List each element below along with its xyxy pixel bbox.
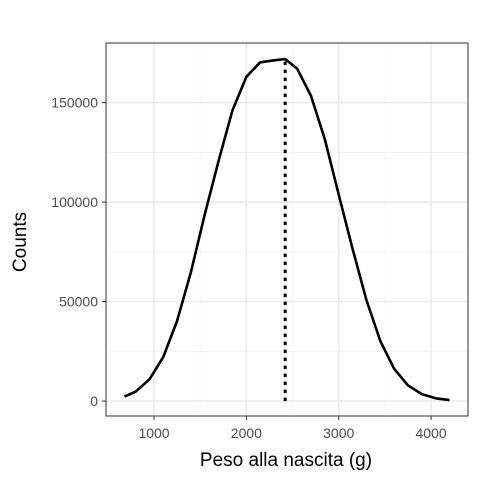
x-tick-label: 3000 xyxy=(323,425,354,441)
x-tick-label: 1000 xyxy=(138,425,169,441)
x-tick-label: 4000 xyxy=(415,425,446,441)
panel-border xyxy=(105,42,469,417)
plot-marks xyxy=(123,57,450,402)
y-axis-title: Counts xyxy=(10,212,31,272)
axes: 1000 2000 3000 4000 0 50000 100000 150000 xyxy=(51,95,447,441)
y-tick-label: 50000 xyxy=(59,294,98,310)
series-line-0 xyxy=(123,57,450,402)
x-axis-title: Peso alla nascita (g) xyxy=(200,450,372,471)
y-tick-label: 0 xyxy=(90,393,98,409)
x-tick-label: 2000 xyxy=(231,425,262,441)
major-gridlines xyxy=(106,43,468,416)
y-tick-label: 100000 xyxy=(51,194,98,210)
y-tick-label: 150000 xyxy=(51,95,98,111)
